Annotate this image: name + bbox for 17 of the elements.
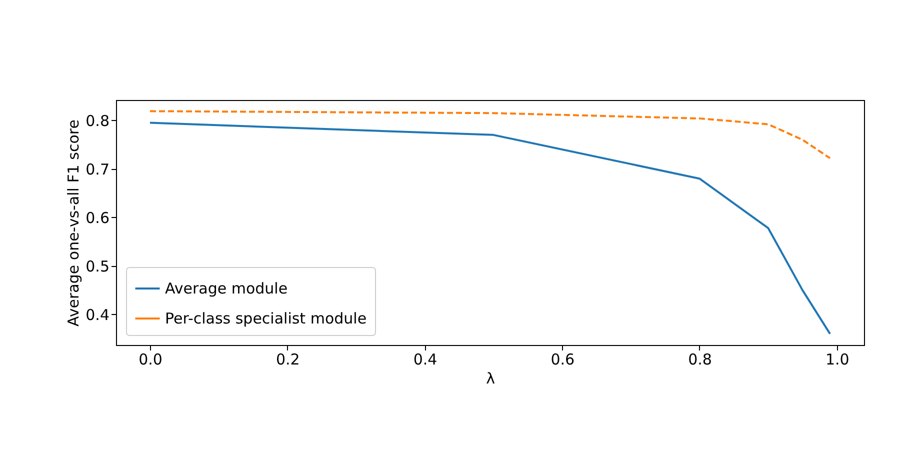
y-axis-title: Average one-vs-all F1 score — [64, 120, 83, 326]
x-axis-title: λ — [486, 370, 496, 388]
y-tick-label: 0.4 — [86, 306, 110, 324]
x-tick-label: 1.0 — [825, 350, 850, 368]
line-series — [149, 110, 831, 160]
y-tick-label: 0.5 — [86, 257, 110, 276]
y-tick-label: 0.8 — [86, 112, 110, 130]
x-tick-label: 0.6 — [550, 350, 575, 368]
x-tick-label: 0.8 — [688, 350, 712, 368]
y-tick-label: 0.7 — [86, 160, 110, 178]
x-tick-label: 0.2 — [276, 350, 300, 368]
x-tick-label: 0.4 — [413, 350, 438, 368]
y-tick-label: 0.6 — [86, 208, 110, 227]
line-series — [149, 122, 831, 335]
legend-label: Per-class specialist module — [165, 310, 367, 328]
x-tick-label: 0.0 — [138, 350, 162, 368]
legend-label: Average module — [165, 280, 288, 298]
